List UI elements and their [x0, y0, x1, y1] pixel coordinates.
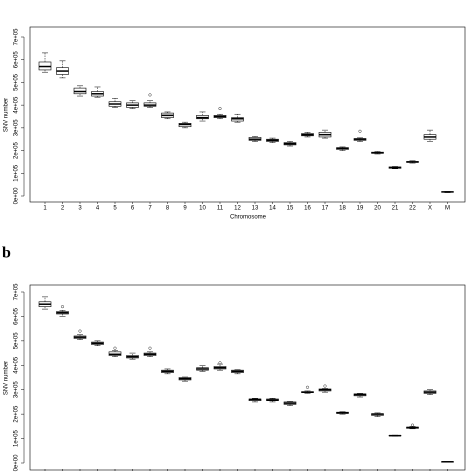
- plot-frame: [29, 26, 466, 203]
- outlier: [358, 129, 362, 133]
- x-tick-label: 21: [392, 206, 399, 212]
- x-tick-label: 22: [409, 206, 416, 212]
- y-tick-label: 7e+05: [14, 283, 20, 301]
- outlier: [148, 93, 152, 97]
- x-tick-label: 20: [374, 206, 381, 212]
- outlier: [323, 384, 327, 388]
- x-tick-label: 15: [287, 206, 294, 212]
- x-tick-label: 13: [252, 206, 259, 212]
- y-axis-label: SNV number: [4, 361, 10, 395]
- x-tick-label: 7: [148, 206, 152, 212]
- y-tick-label: 5e+05: [14, 332, 20, 350]
- x-tick-label: 14: [269, 206, 276, 212]
- x-tick-label: 18: [339, 206, 346, 212]
- x-tick-label: M: [445, 206, 450, 212]
- y-tick-label: 6e+05: [14, 51, 20, 69]
- y-tick-label: 2e+05: [14, 141, 20, 159]
- x-tick-label: 9: [183, 206, 187, 212]
- y-tick-label: 4e+05: [14, 356, 20, 374]
- y-tick-label: 0e+00: [14, 187, 20, 205]
- outlier: [78, 329, 82, 333]
- x-tick-label: 1: [43, 206, 47, 212]
- x-tick-label: 3: [78, 206, 82, 212]
- x-tick-label: 17: [322, 206, 329, 212]
- x-tick-label: 10: [199, 206, 206, 212]
- y-tick-label: 2e+05: [14, 405, 20, 423]
- y-tick-label: 5e+05: [14, 73, 20, 91]
- y-tick-label: 3e+05: [14, 119, 20, 137]
- outlier: [218, 107, 222, 111]
- y-tick-label: 1e+05: [14, 164, 20, 182]
- y-tick-label: 6e+05: [14, 307, 20, 325]
- panel-label: b: [2, 245, 11, 262]
- x-tick-label: 2: [61, 206, 65, 212]
- outlier: [61, 305, 65, 309]
- outlier: [218, 361, 222, 365]
- x-axis-label: Chromosome: [230, 215, 267, 221]
- y-tick-label: 0e+00: [14, 454, 20, 472]
- plot-frame: [29, 284, 466, 471]
- x-tick-label: 6: [131, 206, 135, 212]
- outlier: [148, 346, 152, 350]
- x-tick-label: 12: [234, 206, 241, 212]
- x-tick-label: 5: [113, 206, 117, 212]
- outlier: [411, 423, 415, 427]
- x-tick-label: 8: [166, 206, 170, 212]
- y-tick-label: 1e+05: [14, 429, 20, 447]
- x-tick-label: 11: [217, 206, 224, 212]
- x-tick-label: 4: [96, 206, 100, 212]
- y-axis-label: SNV number: [4, 98, 10, 132]
- x-tick-label: 16: [304, 206, 311, 212]
- outlier: [306, 385, 310, 389]
- y-tick-label: 3e+05: [14, 381, 20, 399]
- x-tick-label: X: [428, 206, 432, 212]
- y-tick-label: 7e+05: [14, 28, 20, 46]
- outlier: [113, 346, 117, 350]
- x-tick-label: 19: [357, 206, 364, 212]
- y-tick-label: 4e+05: [14, 96, 20, 114]
